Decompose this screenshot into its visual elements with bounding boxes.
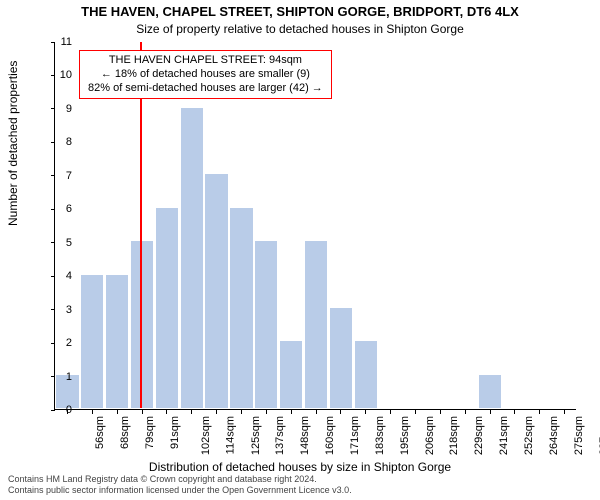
- x-tick-label: 229sqm: [473, 416, 485, 455]
- bar: [230, 208, 252, 408]
- y-tick-label: 0: [46, 404, 72, 416]
- x-tick-label: 125sqm: [250, 416, 262, 455]
- x-tick-label: 183sqm: [374, 416, 386, 455]
- bar: [479, 375, 501, 408]
- annotation-line: ← 18% of detached houses are smaller (9): [88, 68, 323, 82]
- bar: [305, 241, 327, 408]
- bar: [106, 275, 128, 408]
- plot-area-wrapper: 56sqm68sqm79sqm91sqm102sqm114sqm125sqm13…: [54, 42, 576, 410]
- bar: [205, 174, 227, 408]
- y-tick-label: 6: [46, 203, 72, 215]
- bar: [280, 341, 302, 408]
- bar: [355, 341, 377, 408]
- x-tick: [390, 410, 391, 414]
- x-tick-label: 171sqm: [349, 416, 361, 455]
- x-tick-label: 252sqm: [523, 416, 535, 455]
- y-tick-label: 11: [46, 36, 72, 48]
- x-tick-label: 264sqm: [548, 416, 560, 455]
- x-tick-label: 206sqm: [424, 416, 436, 455]
- plot-area: 56sqm68sqm79sqm91sqm102sqm114sqm125sqm13…: [54, 42, 576, 410]
- y-axis-title: Number of detached properties: [6, 61, 20, 226]
- y-tick-label: 8: [46, 136, 72, 148]
- x-tick-label: 148sqm: [299, 416, 311, 455]
- bar: [330, 308, 352, 408]
- x-tick-label: 91sqm: [169, 416, 181, 449]
- bar: [181, 108, 203, 408]
- bar: [255, 241, 277, 408]
- x-tick: [216, 410, 217, 414]
- annotation-line: THE HAVEN CHAPEL STREET: 94sqm: [88, 54, 323, 68]
- y-tick-label: 2: [46, 337, 72, 349]
- y-tick-label: 1: [46, 371, 72, 383]
- x-tick: [166, 410, 167, 414]
- x-tick-label: 218sqm: [449, 416, 461, 455]
- annotation-box: THE HAVEN CHAPEL STREET: 94sqm← 18% of d…: [79, 50, 332, 99]
- x-tick: [92, 410, 93, 414]
- x-tick: [440, 410, 441, 414]
- y-tick-label: 3: [46, 304, 72, 316]
- bar: [156, 208, 178, 408]
- x-tick: [490, 410, 491, 414]
- x-tick: [142, 410, 143, 414]
- y-tick-label: 10: [46, 69, 72, 81]
- y-tick-label: 4: [46, 270, 72, 282]
- x-tick: [539, 410, 540, 414]
- footer-attribution: Contains HM Land Registry data © Crown c…: [8, 474, 352, 496]
- x-tick: [191, 410, 192, 414]
- x-tick-label: 195sqm: [399, 416, 411, 455]
- x-tick: [340, 410, 341, 414]
- x-tick: [465, 410, 466, 414]
- y-tick-label: 5: [46, 237, 72, 249]
- x-tick: [241, 410, 242, 414]
- x-tick: [564, 410, 565, 414]
- x-tick: [266, 410, 267, 414]
- bar: [81, 275, 103, 408]
- x-tick-label: 68sqm: [119, 416, 131, 449]
- y-tick-label: 9: [46, 103, 72, 115]
- x-tick: [415, 410, 416, 414]
- x-axis-title: Distribution of detached houses by size …: [0, 460, 600, 474]
- y-tick-label: 7: [46, 170, 72, 182]
- x-tick-label: 160sqm: [324, 416, 336, 455]
- x-tick-label: 241sqm: [498, 416, 510, 455]
- chart-title: THE HAVEN, CHAPEL STREET, SHIPTON GORGE,…: [0, 0, 600, 20]
- x-tick-label: 56sqm: [94, 416, 106, 449]
- annotation-line: 82% of semi-detached houses are larger (…: [88, 82, 323, 96]
- x-tick: [117, 410, 118, 414]
- x-tick-label: 275sqm: [573, 416, 585, 455]
- x-tick: [316, 410, 317, 414]
- x-tick-label: 137sqm: [275, 416, 287, 455]
- x-tick-label: 79sqm: [144, 416, 156, 449]
- x-tick: [365, 410, 366, 414]
- chart-subtitle: Size of property relative to detached ho…: [0, 22, 600, 36]
- x-tick: [291, 410, 292, 414]
- x-tick-label: 102sqm: [200, 416, 212, 455]
- x-tick: [514, 410, 515, 414]
- x-tick-label: 114sqm: [224, 416, 236, 454]
